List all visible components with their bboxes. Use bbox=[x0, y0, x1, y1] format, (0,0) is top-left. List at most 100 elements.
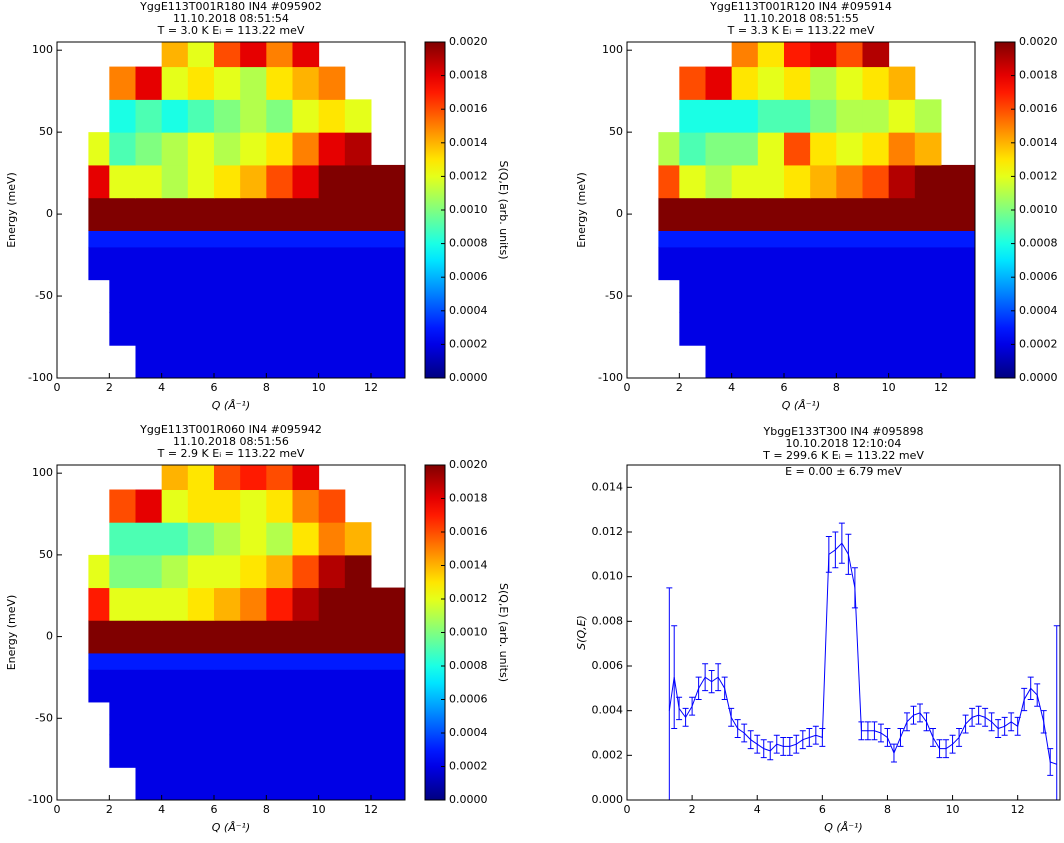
heatmap-cell bbox=[187, 587, 215, 621]
error-bar bbox=[890, 743, 897, 763]
x-tick-label: 6 bbox=[210, 803, 217, 816]
error-bar bbox=[851, 567, 858, 609]
heatmap-cell bbox=[135, 734, 163, 768]
chart-title: YggE113T001R120 IN4 #095914 bbox=[709, 0, 892, 13]
colorbar-tick-label: 0.0020 bbox=[1019, 35, 1058, 48]
y-tick-label: 0.002 bbox=[592, 748, 624, 761]
colorbar-tick-label: 0.0020 bbox=[449, 35, 488, 48]
heatmap-cell bbox=[810, 279, 837, 313]
heatmap-cell bbox=[810, 42, 837, 68]
heatmap-cell bbox=[161, 42, 189, 68]
heatmap-cell bbox=[862, 246, 890, 281]
heatmap-cell bbox=[810, 164, 837, 199]
heatmap-cell bbox=[731, 246, 759, 281]
heatmap-cell bbox=[187, 99, 215, 133]
heatmap-cell bbox=[344, 132, 372, 166]
chart-title: YggE113T001R180 IN4 #095902 bbox=[139, 0, 322, 13]
heatmap-cell bbox=[292, 132, 320, 166]
heatmap-cell bbox=[109, 734, 136, 768]
heatmap-cell bbox=[135, 767, 163, 801]
heatmap-cell bbox=[914, 312, 942, 346]
heatmap-cell bbox=[370, 620, 406, 654]
heatmap-cell bbox=[318, 489, 346, 523]
y-axis-label: S(Q,E) bbox=[575, 615, 588, 650]
chart-title: T = 299.6 K Eᵢ = 113.22 meV bbox=[762, 449, 924, 462]
heatmap-cell bbox=[266, 230, 293, 248]
y-tick-label: 100 bbox=[602, 43, 623, 56]
heatmap-cell bbox=[213, 734, 241, 768]
x-tick-label: 8 bbox=[263, 803, 270, 816]
error-bar bbox=[864, 721, 871, 741]
colorbar-tick-label: 0.0006 bbox=[1019, 270, 1058, 283]
y-tick-label: 0.004 bbox=[592, 704, 624, 717]
heatmap-cell bbox=[914, 345, 942, 379]
heatmap-cell bbox=[705, 246, 733, 281]
heatmap-cell bbox=[705, 132, 733, 166]
heatmap-cell bbox=[862, 197, 890, 231]
heatmap-cell bbox=[318, 587, 346, 621]
heatmap-cell bbox=[940, 345, 976, 379]
heatmap-cell bbox=[266, 246, 293, 281]
y-tick-label: -50 bbox=[35, 289, 53, 302]
heatmap-cell bbox=[836, 312, 863, 346]
chart-title: YbggE133T300 IN4 #095898 bbox=[763, 425, 924, 438]
heatmap-cell bbox=[109, 246, 136, 281]
heatmap-cell bbox=[810, 197, 837, 231]
axes-frame bbox=[626, 41, 976, 379]
heatmap-cell bbox=[292, 669, 320, 703]
heatmap-cell bbox=[109, 554, 136, 589]
heatmap-cell bbox=[240, 465, 267, 491]
heatmap-cell bbox=[344, 99, 372, 133]
heatmap-cell bbox=[88, 132, 110, 166]
colorbar-tick-label: 0.0000 bbox=[1019, 371, 1058, 384]
heatmap-cell bbox=[187, 66, 215, 100]
x-tick-label: 6 bbox=[780, 381, 787, 394]
heatmap-cell bbox=[940, 164, 976, 199]
heatmap-cell bbox=[318, 132, 346, 166]
x-tick-label: 12 bbox=[364, 381, 378, 394]
error-bar bbox=[695, 676, 702, 700]
error-bar bbox=[858, 721, 865, 741]
heatmap-cell bbox=[135, 246, 163, 281]
heatmap-cell bbox=[266, 734, 293, 768]
chart-title: T = 2.9 K Eᵢ = 113.22 meV bbox=[157, 447, 305, 460]
error-bar bbox=[747, 730, 754, 750]
heatmap-cell bbox=[135, 279, 163, 313]
heatmap-cell bbox=[135, 164, 163, 199]
heatmap-cell bbox=[213, 554, 241, 589]
colorbar-tick-label: 0.0004 bbox=[449, 726, 488, 739]
error-bar bbox=[767, 741, 774, 761]
colorbar-tick-label: 0.0006 bbox=[449, 693, 488, 706]
heatmap-cell bbox=[187, 522, 215, 556]
heatmap-cell bbox=[240, 701, 267, 736]
heatmap-cell bbox=[88, 230, 110, 248]
error-bar bbox=[819, 728, 826, 747]
x-tick-label: 12 bbox=[1011, 803, 1025, 816]
y-tick-label: -50 bbox=[605, 289, 623, 302]
error-bar bbox=[760, 739, 767, 759]
colorbar-tick-label: 0.0016 bbox=[449, 525, 488, 538]
heatmap-cell bbox=[705, 230, 733, 248]
colorbar-tick-label: 0.0000 bbox=[449, 793, 488, 806]
heatmap-cell bbox=[757, 42, 785, 68]
heatmap-cell bbox=[240, 652, 267, 670]
colorbar-tick-label: 0.0012 bbox=[1019, 169, 1058, 182]
heatmap-cell bbox=[292, 197, 320, 231]
heatmap-cell bbox=[161, 767, 189, 801]
heatmap-cell bbox=[370, 734, 406, 768]
heatmap-cell bbox=[836, 164, 863, 199]
heatmap-cell bbox=[187, 465, 215, 491]
heatmap-cell bbox=[161, 99, 189, 133]
heatmap-cell bbox=[344, 554, 372, 589]
heatmap-cell bbox=[292, 230, 320, 248]
error-bar bbox=[806, 728, 813, 747]
heatmap-cell bbox=[240, 620, 267, 654]
error-bar bbox=[799, 730, 806, 750]
heatmap-cell bbox=[679, 99, 706, 133]
heatmap-cell bbox=[266, 197, 293, 231]
heatmap-cell bbox=[731, 230, 759, 248]
x-axis-label: Q (Å⁻¹) bbox=[212, 399, 250, 412]
heatmap-cell bbox=[292, 489, 320, 523]
heatmap-cell bbox=[240, 279, 267, 313]
heatmap-cell bbox=[836, 246, 863, 281]
